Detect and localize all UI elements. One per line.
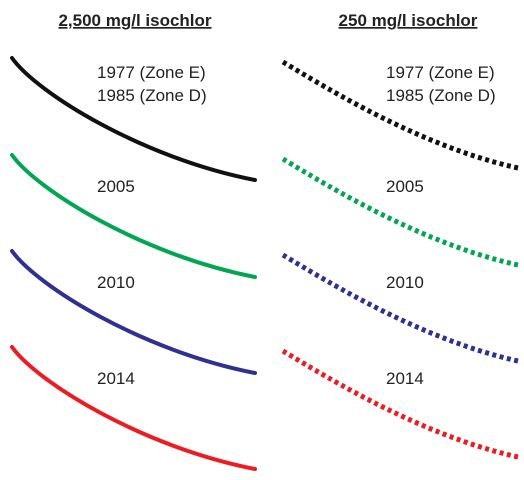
isochlor-line (281, 348, 519, 460)
year-label: 2010 (386, 273, 424, 292)
year-label: 2014 (386, 369, 424, 388)
isochlor-line (281, 252, 519, 364)
isochlor-line (281, 59, 519, 171)
year-label: 2005 (97, 177, 135, 196)
column-title: 250 mg/l isochlor (339, 11, 478, 30)
isochlor-line (10, 153, 257, 279)
year-label: 2014 (97, 369, 135, 388)
year-label: 1985 (Zone D) (97, 86, 207, 105)
isochlor-line (10, 249, 257, 375)
year-label: 2005 (386, 177, 424, 196)
year-label: 1977 (Zone E) (386, 63, 495, 82)
isochlor-line (10, 345, 257, 471)
isochlor-line (10, 56, 257, 182)
isochlor-line (281, 156, 519, 268)
year-label: 1977 (Zone E) (97, 63, 206, 82)
column-title: 2,500 mg/l isochlor (58, 11, 211, 30)
year-label: 1985 (Zone D) (386, 86, 496, 105)
year-label: 2010 (97, 273, 135, 292)
